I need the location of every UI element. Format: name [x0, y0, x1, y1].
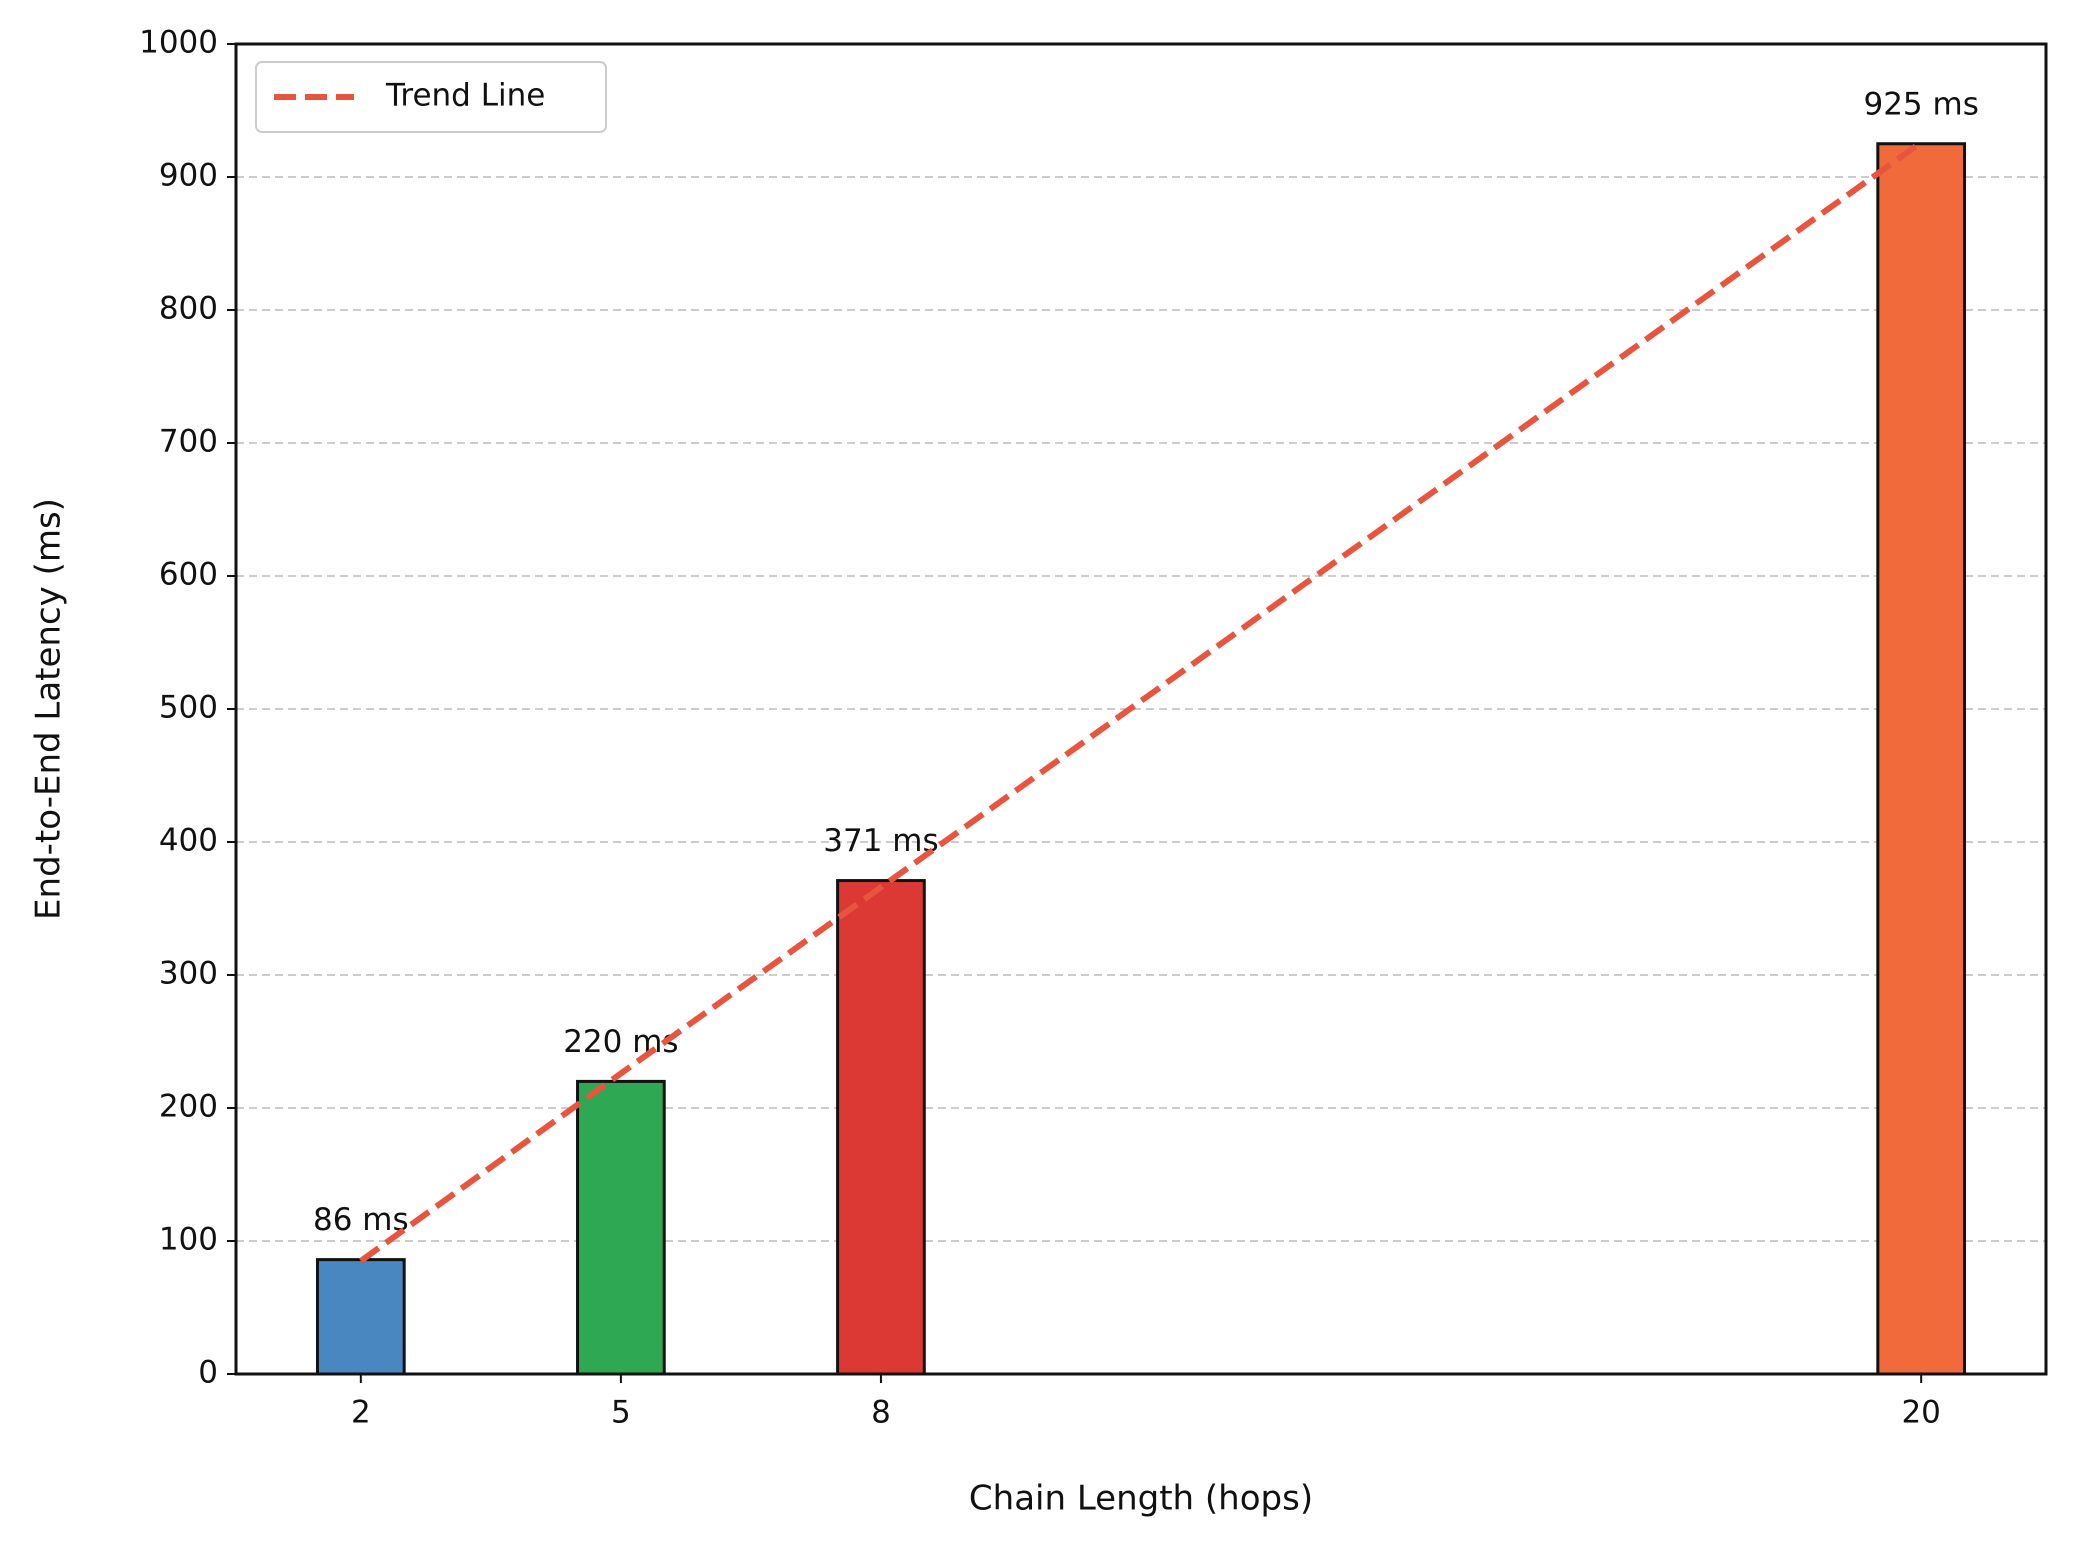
y-tick-label: 800 — [159, 291, 218, 327]
y-tick-label: 300 — [159, 956, 218, 992]
trend-line — [359, 139, 1923, 1264]
y-tick-label: 1000 — [139, 25, 218, 61]
value-label: 371 ms — [823, 823, 938, 859]
y-tick-label: 200 — [159, 1089, 218, 1125]
y-tick-label: 900 — [159, 158, 218, 194]
value-label: 925 ms — [1863, 86, 1978, 122]
y-tick-label: 0 — [198, 1355, 218, 1391]
value-label: 220 ms — [563, 1024, 678, 1060]
bar — [576, 1079, 666, 1376]
value-label: 86 ms — [313, 1202, 409, 1238]
bar — [1876, 142, 1967, 1376]
y-tick-label: 400 — [159, 823, 218, 859]
y-tick-label: 500 — [159, 690, 218, 726]
x-axis-label: Chain Length (hops) — [969, 1479, 1313, 1519]
x-tick-label: 2 — [351, 1395, 371, 1431]
x-tick-label: 20 — [1901, 1395, 1940, 1431]
x-tick-label: 8 — [871, 1395, 891, 1431]
y-tick-label: 600 — [159, 557, 218, 593]
legend-label: Trend Line — [385, 78, 545, 114]
bar — [836, 879, 926, 1376]
legend-box — [255, 61, 607, 133]
plot-frame — [234, 42, 2048, 1376]
y-tick-label: 100 — [159, 1222, 218, 1258]
y-tick-label: 700 — [159, 424, 218, 460]
bar — [315, 1258, 406, 1376]
x-tick-label: 5 — [611, 1395, 631, 1431]
y-axis-label: End-to-End Latency (ms) — [29, 498, 69, 920]
